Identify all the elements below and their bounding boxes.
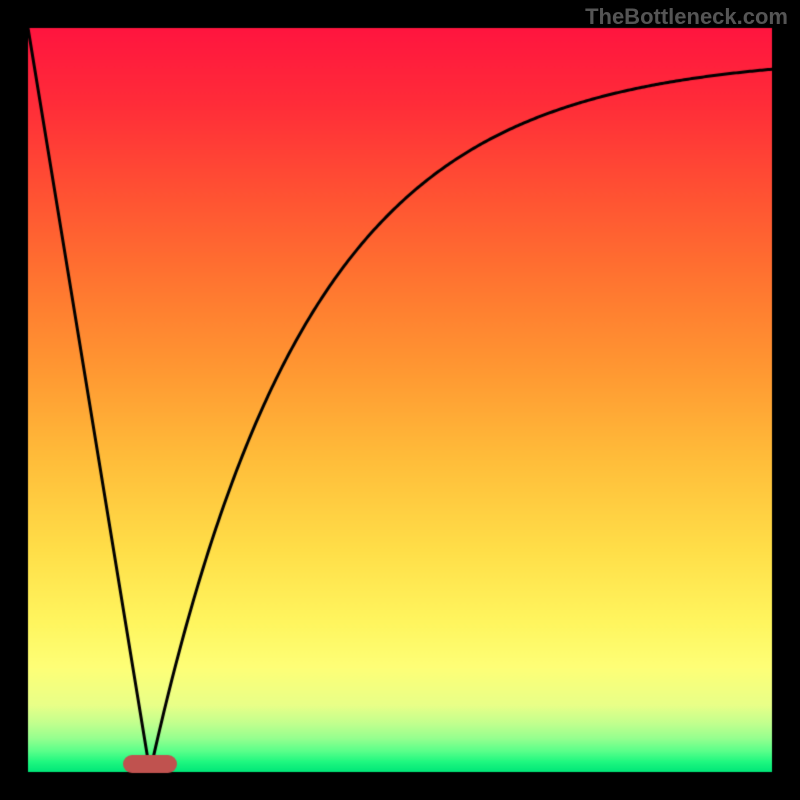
chart-container: TheBottleneck.com <box>0 0 800 800</box>
bottleneck-chart-canvas <box>0 0 800 800</box>
watermark-text: TheBottleneck.com <box>585 4 788 30</box>
